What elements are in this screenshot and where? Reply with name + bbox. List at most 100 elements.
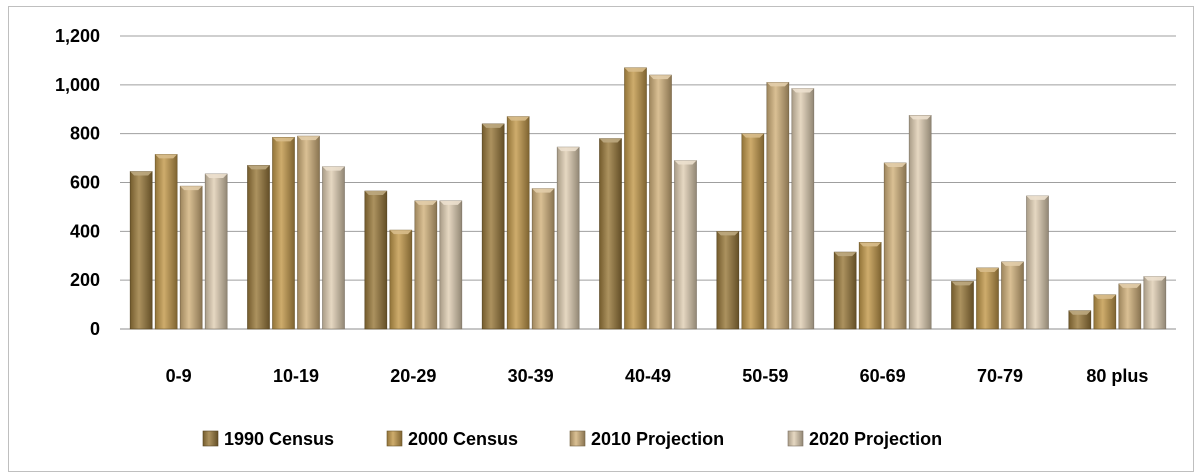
bar: [414, 200, 438, 330]
x-tick-label: 80 plus: [1086, 366, 1148, 386]
bar: [766, 82, 790, 330]
y-tick-label: 600: [70, 173, 100, 193]
bar: [154, 154, 178, 330]
bar: [833, 251, 857, 330]
bar-cap: [247, 165, 270, 170]
bar: [599, 138, 622, 330]
bar: [204, 173, 228, 330]
bar-cap: [155, 154, 178, 159]
bar: [1143, 276, 1167, 330]
bar-cap: [557, 147, 580, 152]
bar: [624, 67, 647, 330]
bar-cap: [414, 200, 437, 205]
bar: [481, 123, 505, 330]
bar-cap: [741, 133, 764, 138]
bar-cap: [1068, 310, 1091, 315]
bar: [364, 190, 388, 330]
bar-cap: [649, 75, 672, 80]
bar-cap: [909, 115, 932, 120]
legend-swatch: [386, 430, 403, 447]
bar-cap: [791, 88, 814, 93]
x-tick-label: 20-29: [390, 366, 436, 386]
bar: [322, 166, 345, 330]
x-tick-label: 10-19: [273, 366, 319, 386]
bar-cap: [389, 230, 412, 235]
bar-cap: [599, 138, 622, 143]
bar-cap: [205, 173, 228, 178]
bar: [389, 229, 413, 330]
bar: [1093, 294, 1117, 330]
bar: [791, 88, 815, 330]
bar-cap: [716, 231, 739, 236]
bar-cap: [364, 191, 387, 196]
bar: [556, 146, 580, 330]
bar-cap: [180, 186, 203, 191]
bar-cap: [976, 267, 999, 272]
y-tick-label: 0: [90, 319, 100, 339]
y-tick-label: 1,200: [55, 26, 100, 46]
bar-cap: [766, 82, 789, 87]
bar-cap: [439, 200, 462, 205]
bar: [439, 200, 463, 330]
bar: [674, 160, 697, 330]
bar-cap: [951, 281, 974, 286]
bar: [129, 171, 153, 330]
bar-cap: [1118, 283, 1141, 288]
bar: [858, 242, 882, 330]
legend-label: 2010 Projection: [591, 429, 724, 449]
bar-cap: [532, 188, 555, 193]
x-tick-label: 70-79: [977, 366, 1023, 386]
bar: [531, 188, 555, 330]
bar-cap: [507, 116, 530, 121]
x-axis-ticks: 0-9 10-19 20-29 30-39 40-49 50-59 60-69 70-79 80…: [166, 366, 1149, 386]
legend-label: 2020 Projection: [809, 429, 942, 449]
bar-cap: [272, 137, 295, 142]
y-tick-label: 800: [70, 124, 100, 144]
bar-cap: [1143, 276, 1166, 281]
bar: [976, 267, 999, 330]
bar-cap: [1093, 294, 1116, 299]
bar: [908, 115, 932, 330]
bar-cap: [834, 252, 857, 257]
bar: [179, 185, 203, 330]
bar: [741, 133, 765, 330]
bar: [951, 281, 974, 330]
legend-label: 1990 Census: [224, 429, 334, 449]
bar: [1001, 261, 1024, 330]
bar-cap: [859, 242, 882, 247]
x-tick-label: 50-59: [742, 366, 788, 386]
legend-swatch: [787, 430, 804, 447]
bar-cap: [130, 171, 153, 176]
bar-cap: [884, 162, 907, 167]
bar-cap: [482, 123, 505, 128]
legend-swatch: [569, 430, 586, 447]
bar: [506, 116, 530, 330]
bar-cap: [297, 136, 320, 141]
bar-cap: [322, 166, 345, 171]
bar: [297, 135, 320, 330]
bar: [716, 231, 740, 330]
bar: [272, 137, 295, 330]
bar-cap: [624, 67, 647, 72]
bar: [883, 162, 907, 330]
legend: 1990 Census 2000 Census 2010 Projection 202…: [202, 429, 942, 449]
bar: [1118, 283, 1142, 330]
legend-swatch: [202, 430, 219, 447]
x-tick-label: 60-69: [860, 366, 906, 386]
bar: [649, 74, 672, 330]
bar-cap: [674, 160, 697, 165]
bar: [1026, 195, 1049, 330]
y-axis-ticks: 0 200 400 600 800 1,000 1,200: [55, 26, 100, 339]
y-tick-label: 200: [70, 270, 100, 290]
gridlines: [120, 35, 1176, 330]
y-tick-label: 400: [70, 221, 100, 241]
bar-cap: [1026, 195, 1049, 200]
bar: [247, 165, 270, 330]
x-tick-label: 30-39: [508, 366, 554, 386]
x-tick-label: 0-9: [166, 366, 192, 386]
y-tick-label: 1,000: [55, 75, 100, 95]
x-tick-label: 40-49: [625, 366, 671, 386]
legend-label: 2000 Census: [408, 429, 518, 449]
bar-cap: [1001, 261, 1024, 266]
bars: [129, 67, 1167, 330]
